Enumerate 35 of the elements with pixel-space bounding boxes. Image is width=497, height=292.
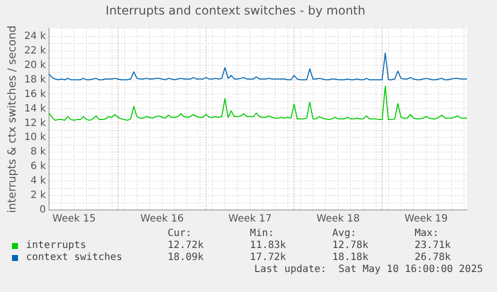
y-tick-label: 16 k <box>24 88 46 100</box>
text: Cur: <box>168 228 193 240</box>
y-tick-label: 20 k <box>24 60 46 71</box>
y-tick-label: 4 k <box>30 176 46 187</box>
legend-label: context switches <box>26 252 122 264</box>
text: Avg: <box>332 228 358 240</box>
x-tick-label: Week 16 <box>140 214 184 225</box>
x-tick-label: Week 15 <box>52 214 96 225</box>
y-tick-label: 12 k <box>24 118 46 129</box>
x-tick-label: Week 19 <box>404 214 448 225</box>
text: Min: <box>250 228 276 240</box>
legend-label: interrupts <box>26 240 86 252</box>
y-tick-label: 2 k <box>30 190 46 202</box>
y-tick-label: 10 k <box>24 132 46 144</box>
text: 12.72k <box>168 240 205 252</box>
y-tick-label: 6 k <box>30 161 46 172</box>
y-tick-label: 18 k <box>24 74 46 86</box>
text: 18.09k <box>168 252 205 264</box>
y-tick-label: 14 k <box>24 103 46 114</box>
y-tick-label: 22 k <box>24 45 46 56</box>
x-tick-label: Week 17 <box>228 214 272 225</box>
text: 18.18k <box>332 252 370 264</box>
text: Last update: Sat May 10 16:00:00 2025 <box>253 264 484 276</box>
text: 26.78k <box>414 252 452 264</box>
y-tick-label: 0 <box>40 204 46 216</box>
text: 17.72k <box>250 252 288 264</box>
y-axis-title: interrupts & ctx switches / second <box>5 25 18 213</box>
y-tick-label: 24 k <box>24 30 46 42</box>
chart-title: Interrupts and context switches - by month <box>106 3 366 18</box>
text: 11.83k <box>250 240 288 252</box>
y-tick-label: 8 k <box>30 146 46 158</box>
x-tick-label: Week 18 <box>316 214 360 225</box>
text: 23.71k <box>414 240 452 252</box>
text: 12.78k <box>332 240 370 252</box>
text: Max: <box>414 228 440 240</box>
